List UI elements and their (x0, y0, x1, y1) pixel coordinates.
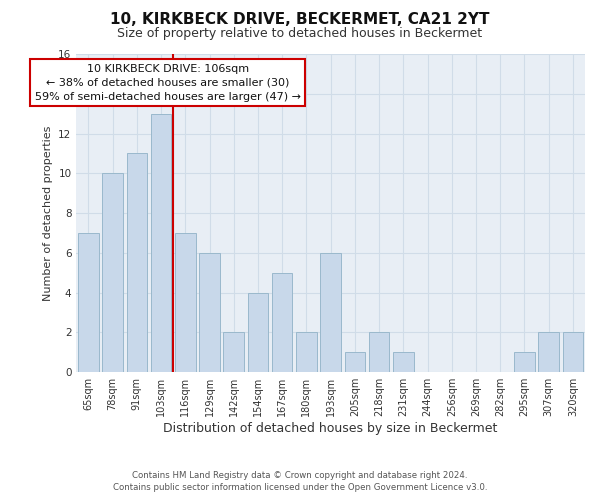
Bar (272, 273, 292, 372)
Bar (296, 332, 317, 372)
Bar (393, 352, 413, 372)
Bar (78, 233, 99, 372)
Bar (199, 253, 220, 372)
Y-axis label: Number of detached properties: Number of detached properties (43, 126, 53, 301)
Bar (538, 332, 559, 372)
Bar (514, 352, 535, 372)
Text: 10, KIRKBECK DRIVE, BECKERMET, CA21 2YT: 10, KIRKBECK DRIVE, BECKERMET, CA21 2YT (110, 12, 490, 28)
Text: 10 KIRKBECK DRIVE: 106sqm
← 38% of detached houses are smaller (30)
59% of semi-: 10 KIRKBECK DRIVE: 106sqm ← 38% of detac… (35, 64, 301, 102)
X-axis label: Distribution of detached houses by size in Beckermet: Distribution of detached houses by size … (163, 422, 498, 435)
Bar (248, 292, 268, 372)
Bar (369, 332, 389, 372)
Bar (103, 174, 123, 372)
Bar (320, 253, 341, 372)
Bar (344, 352, 365, 372)
Bar (563, 332, 583, 372)
Bar (175, 233, 196, 372)
Bar (127, 154, 147, 372)
Text: Contains HM Land Registry data © Crown copyright and database right 2024.
Contai: Contains HM Land Registry data © Crown c… (113, 471, 487, 492)
Bar (223, 332, 244, 372)
Text: Size of property relative to detached houses in Beckermet: Size of property relative to detached ho… (118, 28, 482, 40)
Bar (151, 114, 172, 372)
